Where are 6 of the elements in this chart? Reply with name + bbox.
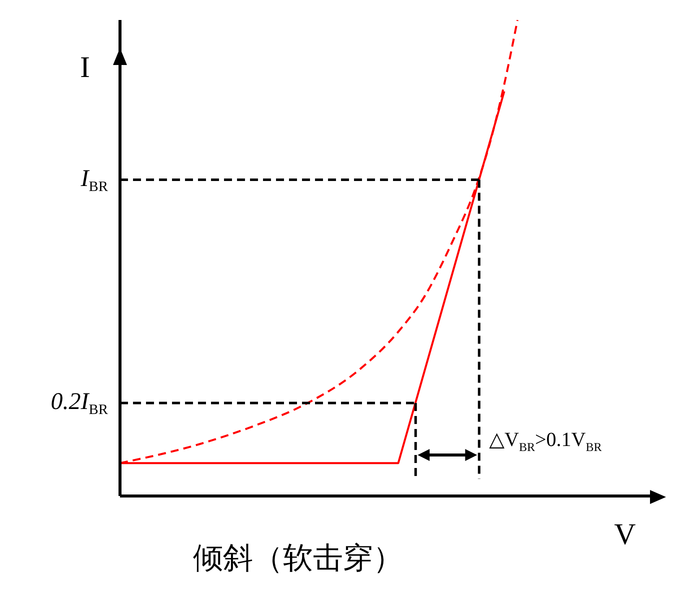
ref-line-label: 0.2I$_{BR}$ xyxy=(50,388,108,418)
ref-line-label: I$_{BR}$ xyxy=(80,165,108,196)
annotation: △V$_{BR}$>0.1V$_{BR}$ xyxy=(489,428,602,454)
x-axis-title: V xyxy=(614,518,636,551)
text: 倾斜（软击穿） xyxy=(193,541,403,576)
y-axis-title: I xyxy=(80,50,90,84)
